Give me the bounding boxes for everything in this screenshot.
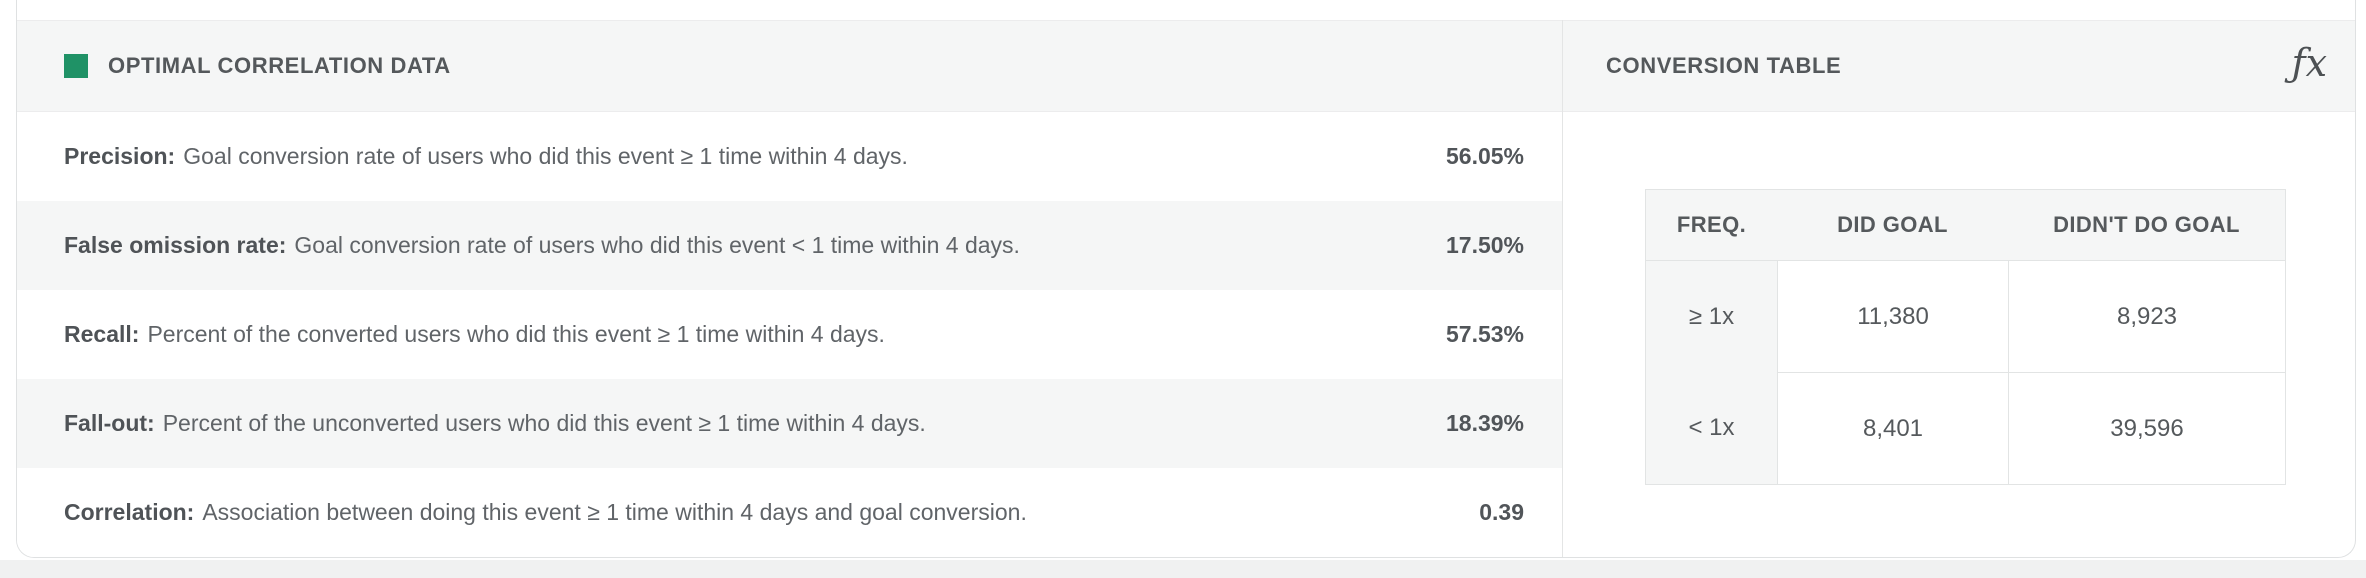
metric-description: Goal conversion rate of users who did th… [294, 232, 1020, 258]
metric-value: 56.05% [1445, 143, 1524, 169]
table-header-freq: FREQ. [1646, 190, 1777, 261]
metric-rows: Precision: Goal conversion rate of users … [17, 112, 1562, 557]
metric-text: False omission rate: Goal conversion rate… [64, 232, 1020, 259]
table-header-didnt-do-goal: DIDN'T DO GOAL [2008, 190, 2285, 261]
conversion-table-header: CONVERSION TABLE ƒx [1563, 20, 2355, 112]
panel-title: OPTIMAL CORRELATION DATA [108, 53, 451, 78]
metric-text: Precision: Goal conversion rate of users … [64, 143, 908, 170]
metric-value: 0.39 [1479, 499, 1524, 525]
metric-row-false-omission-rate: False omission rate: Goal conversion rate… [17, 201, 1562, 290]
table-cell-did-goal: 8,401 [1777, 372, 2008, 484]
page-background-strip [0, 560, 2366, 578]
metric-value: 17.50% [1445, 232, 1524, 258]
metric-row-recall: Recall: Percent of the converted users wh… [17, 290, 1562, 379]
table-row-label: < 1x [1646, 372, 1777, 484]
metric-value: 57.53% [1445, 321, 1524, 347]
metric-label: Recall: [64, 321, 140, 347]
metric-description: Goal conversion rate of users who did th… [183, 143, 908, 169]
optimal-correlation-panel: OPTIMAL CORRELATION DATA Precision: Goal … [17, 0, 1562, 557]
metric-description: Percent of the converted users who did t… [147, 321, 885, 347]
metric-description: Association between doing this event ≥ 1… [202, 499, 1027, 525]
metric-text: Correlation: Association between doing th… [64, 499, 1027, 526]
metric-label: Fall-out: [64, 410, 155, 436]
metric-label: Precision: [64, 143, 176, 169]
formula-fx-icon[interactable]: ƒx [2291, 41, 2328, 85]
metric-row-correlation: Correlation: Association between doing th… [17, 468, 1562, 557]
correlation-card: OPTIMAL CORRELATION DATA Precision: Goal … [16, 0, 2356, 558]
metric-text: Recall: Percent of the converted users wh… [64, 321, 885, 348]
table-row-label: ≥ 1x [1646, 261, 1777, 372]
metric-label: False omission rate: [64, 232, 287, 258]
conversion-table: FREQ. DID GOAL DIDN'T DO GOAL ≥ 1x 11,38… [1645, 189, 2286, 485]
green-legend-swatch-icon [64, 54, 88, 78]
table-header-did-goal: DID GOAL [1777, 190, 2008, 261]
card-inner: OPTIMAL CORRELATION DATA Precision: Goal … [17, 0, 2355, 557]
metric-value: 18.39% [1445, 410, 1524, 436]
conversion-table-panel: CONVERSION TABLE ƒx FREQ. DID GOAL DIDN'… [1562, 20, 2355, 557]
metric-row-precision: Precision: Goal conversion rate of users … [17, 112, 1562, 201]
optimal-correlation-header: OPTIMAL CORRELATION DATA [17, 20, 1562, 112]
table-cell-did-goal: 11,380 [1777, 261, 2008, 372]
metric-row-fall-out: Fall-out: Percent of the unconverted user… [17, 379, 1562, 468]
metric-label: Correlation: [64, 499, 195, 525]
panel-title: CONVERSION TABLE [1606, 53, 1842, 78]
table-cell-didnt-do-goal: 39,596 [2008, 372, 2285, 484]
metric-description: Percent of the unconverted users who did… [162, 410, 926, 436]
metric-text: Fall-out: Percent of the unconverted user… [64, 410, 926, 437]
table-cell-didnt-do-goal: 8,923 [2008, 261, 2285, 372]
